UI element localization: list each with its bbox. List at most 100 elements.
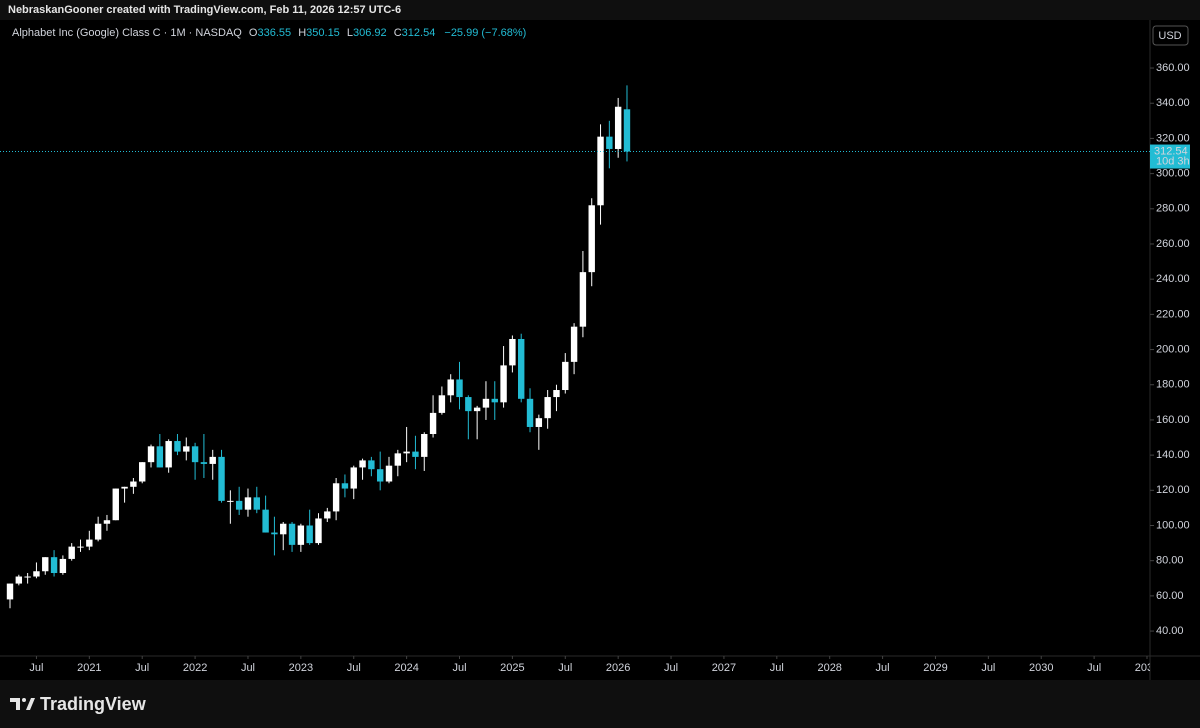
currency-label[interactable]: USD bbox=[1158, 30, 1181, 42]
candle-body bbox=[368, 460, 375, 470]
legend-value: 312.54 bbox=[402, 27, 436, 39]
candle-body bbox=[482, 398, 490, 408]
legend-label: O bbox=[249, 27, 258, 39]
candle-body bbox=[447, 379, 454, 396]
y-tick-label: 340.00 bbox=[1156, 97, 1190, 109]
y-tick-label: 360.00 bbox=[1156, 62, 1190, 74]
candle-body bbox=[606, 136, 613, 149]
x-tick-label: 2028 bbox=[817, 662, 841, 674]
brand-name: TradingView bbox=[40, 694, 147, 714]
candle-body bbox=[376, 469, 384, 482]
x-tick-label: Jul bbox=[770, 662, 784, 674]
candle-body bbox=[315, 518, 322, 544]
last-price-label: 312.54 bbox=[1154, 145, 1188, 157]
candle-body bbox=[174, 441, 181, 452]
candle-body bbox=[553, 390, 560, 398]
candle-body bbox=[324, 511, 331, 519]
y-tick-label: 100.00 bbox=[1156, 519, 1190, 531]
candle-body bbox=[235, 500, 243, 510]
header-text: NebraskanGooner created with TradingView… bbox=[8, 4, 401, 16]
price-axis-bg bbox=[1150, 20, 1200, 680]
candle-body bbox=[500, 365, 507, 403]
candle-body bbox=[456, 379, 463, 398]
x-tick-label: Jul bbox=[241, 662, 255, 674]
candle-body bbox=[570, 326, 578, 362]
x-tick-label: 2025 bbox=[500, 662, 524, 674]
candle-body bbox=[156, 446, 164, 468]
y-tick-label: 280.00 bbox=[1156, 203, 1190, 215]
candle-body bbox=[438, 395, 446, 413]
candle-body bbox=[518, 338, 525, 399]
x-tick-label: 2029 bbox=[923, 662, 947, 674]
y-tick-label: 300.00 bbox=[1156, 168, 1190, 180]
legend-title: Alphabet Inc (Google) Class C · 1M · NAS… bbox=[12, 27, 242, 39]
candle-body bbox=[614, 106, 622, 149]
y-tick-label: 240.00 bbox=[1156, 273, 1190, 285]
candle-body bbox=[579, 272, 587, 327]
y-tick-label: 120.00 bbox=[1156, 484, 1190, 496]
candle-body bbox=[623, 109, 631, 152]
candle-body bbox=[350, 467, 357, 489]
x-tick-label: 2022 bbox=[183, 662, 207, 674]
x-tick-label: Jul bbox=[981, 662, 995, 674]
x-tick-label: 2024 bbox=[394, 662, 418, 674]
legend-change: −25.99 (−7.68%) bbox=[444, 27, 526, 39]
candle-body bbox=[6, 583, 14, 600]
candle-body bbox=[209, 456, 216, 464]
candle-body bbox=[535, 418, 543, 427]
candle-body bbox=[403, 451, 410, 454]
candle-body bbox=[412, 451, 419, 457]
candle-body bbox=[227, 500, 234, 502]
last-price-badge bbox=[1150, 144, 1190, 169]
y-tick-label: 320.00 bbox=[1156, 132, 1190, 144]
brand-logo bbox=[10, 698, 35, 710]
legend-value: 350.15 bbox=[306, 27, 340, 39]
candle-body bbox=[121, 486, 128, 489]
x-tick-label: Jul bbox=[558, 662, 572, 674]
candle-body bbox=[253, 497, 260, 510]
candle-body bbox=[218, 456, 225, 501]
x-tick-label: 2027 bbox=[712, 662, 736, 674]
candle-body bbox=[183, 446, 190, 452]
candle-body bbox=[288, 523, 296, 545]
currency-button[interactable] bbox=[1152, 25, 1189, 46]
x-tick-label: 2021 bbox=[77, 662, 101, 674]
candle-body bbox=[588, 205, 595, 273]
legend-label: L bbox=[347, 27, 353, 39]
legend-label: H bbox=[298, 27, 306, 39]
x-tick-label: Jul bbox=[29, 662, 43, 674]
candle-body bbox=[68, 546, 75, 559]
y-tick-label: 260.00 bbox=[1156, 238, 1190, 250]
candle-body bbox=[15, 576, 23, 584]
candle-body bbox=[165, 441, 172, 468]
candle-body bbox=[597, 136, 604, 206]
candle-body bbox=[191, 446, 199, 463]
candle-body bbox=[544, 397, 551, 419]
candle-body bbox=[280, 523, 287, 535]
x-tick-label: 2023 bbox=[289, 662, 313, 674]
candle-body bbox=[50, 557, 58, 574]
candle-body bbox=[306, 525, 313, 544]
y-tick-label: 40.00 bbox=[1156, 625, 1184, 637]
candle-body bbox=[271, 532, 278, 535]
y-tick-label: 60.00 bbox=[1156, 590, 1184, 602]
candle-body bbox=[429, 412, 437, 435]
legend: Alphabet Inc (Google) Class C · 1M · NAS… bbox=[12, 27, 526, 39]
candle-body bbox=[24, 576, 31, 578]
x-tick-label: Jul bbox=[135, 662, 149, 674]
x-tick-label: 2031 bbox=[1135, 662, 1159, 674]
candle-body bbox=[332, 483, 340, 512]
candle-body bbox=[86, 539, 93, 547]
candle-body bbox=[562, 361, 569, 391]
candle-body bbox=[526, 398, 534, 427]
candle-body bbox=[42, 557, 49, 572]
y-tick-label: 180.00 bbox=[1156, 379, 1190, 391]
candle-body bbox=[200, 462, 208, 464]
candle-body bbox=[112, 488, 119, 521]
countdown-label: 10d 3h bbox=[1156, 155, 1190, 167]
candle-body bbox=[473, 407, 481, 412]
candle-body bbox=[244, 497, 252, 510]
candle-body bbox=[509, 338, 516, 366]
candle-body bbox=[139, 462, 146, 482]
candle-body bbox=[385, 465, 393, 482]
